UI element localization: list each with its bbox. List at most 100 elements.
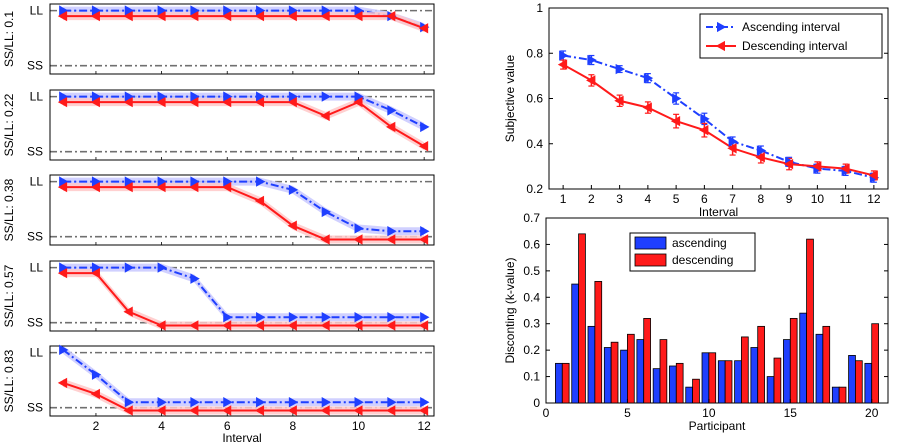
legend-label-descending: Descending interval <box>742 39 847 53</box>
choice-panel-1 <box>49 3 435 75</box>
descending-marker <box>123 181 133 193</box>
descending-line <box>63 186 425 241</box>
descending-marker <box>353 405 363 416</box>
descending-marker <box>642 102 652 113</box>
descending-bar <box>659 339 668 404</box>
ascending-bar <box>799 312 807 404</box>
panel-frame <box>49 260 435 332</box>
ascending-bar <box>685 386 693 404</box>
descending-marker <box>254 10 265 22</box>
ytick-label-ss: SS <box>27 230 43 244</box>
xtick-label: 9 <box>786 192 793 206</box>
ascending-marker <box>256 176 266 187</box>
ytick-label: 0.2 <box>523 343 540 357</box>
ascending-marker <box>190 5 200 16</box>
xtick-label: 5 <box>673 192 680 206</box>
descending-marker <box>254 96 265 108</box>
descending-marker <box>287 10 297 22</box>
descending-marker <box>57 267 68 279</box>
xtick-label: 8 <box>290 419 297 433</box>
descending-marker <box>287 220 297 231</box>
ascending-marker <box>288 184 299 196</box>
ascending-marker <box>91 369 102 380</box>
choice-panel-2 <box>49 89 435 161</box>
descending-marker <box>386 320 396 331</box>
descending-marker <box>156 10 166 22</box>
ascending-marker <box>59 176 69 187</box>
descending-marker <box>386 405 396 416</box>
xtick-label: 2 <box>93 419 100 433</box>
descending-line <box>63 15 425 30</box>
ascending-marker <box>157 262 167 273</box>
ascending-marker <box>354 91 364 102</box>
descending-bar <box>822 325 831 404</box>
ascending-marker <box>288 91 299 102</box>
ascending-marker <box>223 5 233 16</box>
ytick-label-ll: LL <box>30 175 44 189</box>
y-axis-label: Disconting (k-value) <box>503 257 517 363</box>
descending-marker <box>287 320 297 331</box>
descending-marker <box>418 405 429 416</box>
ascending-marker <box>124 397 135 408</box>
ascending-bar <box>603 347 612 404</box>
panel-frame <box>49 345 435 417</box>
descending-bar <box>627 333 635 404</box>
ytick-label: 0.7 <box>523 211 540 225</box>
ascending-marker <box>91 262 102 273</box>
ytick-label: 0.8 <box>526 46 543 60</box>
descending-bar <box>724 360 733 404</box>
descending-bar <box>610 341 619 404</box>
descending-marker <box>254 320 265 331</box>
descending-bar <box>789 318 798 404</box>
ascending-marker <box>124 176 135 187</box>
legend-label-ascending: Ascending interval <box>742 20 840 34</box>
xtick-label: 4 <box>645 192 652 206</box>
descending-marker <box>221 96 232 108</box>
descending-marker <box>123 10 133 22</box>
ytick-label: 0.2 <box>526 182 543 196</box>
ytick-label: 1 <box>536 1 543 15</box>
panel-ylabel: SS/LL: 0.83 <box>2 349 16 412</box>
ascending-marker <box>124 5 135 16</box>
ascending-marker <box>190 176 200 187</box>
descending-bar <box>855 360 863 404</box>
descending-marker <box>221 10 232 22</box>
xtick-label: 7 <box>729 192 736 206</box>
choice-panel-4 <box>49 260 435 332</box>
ytick-label: 0.4 <box>523 290 540 304</box>
descending-marker <box>90 96 100 108</box>
x-axis-label: Interval <box>222 431 261 445</box>
descending-error-band <box>63 98 425 151</box>
ascending-bar <box>571 283 579 404</box>
descending-marker <box>812 161 822 172</box>
ascending-marker <box>124 262 135 273</box>
xtick-label: 6 <box>701 192 708 206</box>
descending-marker <box>418 320 429 331</box>
descending-marker <box>868 170 878 181</box>
ascending-bar <box>831 386 840 404</box>
ascending-marker <box>59 344 69 356</box>
ascending-marker <box>223 397 233 408</box>
ascending-marker <box>256 312 266 323</box>
legend-box <box>699 13 883 59</box>
ytick-label: 0.4 <box>526 137 543 151</box>
legend-label-descending: descending <box>672 253 733 267</box>
descending-marker <box>221 181 232 193</box>
descending-bar <box>643 318 651 404</box>
ascending-marker <box>700 113 710 125</box>
ascending-marker <box>256 91 266 102</box>
ascending-bar <box>620 349 628 404</box>
descending-error-band <box>63 12 425 33</box>
descending-line <box>62 381 425 412</box>
ascending-marker <box>643 72 654 84</box>
descending-marker <box>755 152 765 163</box>
legend <box>629 232 756 272</box>
descending-line <box>63 272 425 327</box>
legend-swatch-descending <box>634 253 667 267</box>
ascending-marker <box>321 91 332 102</box>
ytick-label-ss: SS <box>27 59 43 73</box>
descending-marker <box>254 195 265 207</box>
ascending-marker <box>223 312 233 323</box>
descending-marker <box>90 181 100 193</box>
